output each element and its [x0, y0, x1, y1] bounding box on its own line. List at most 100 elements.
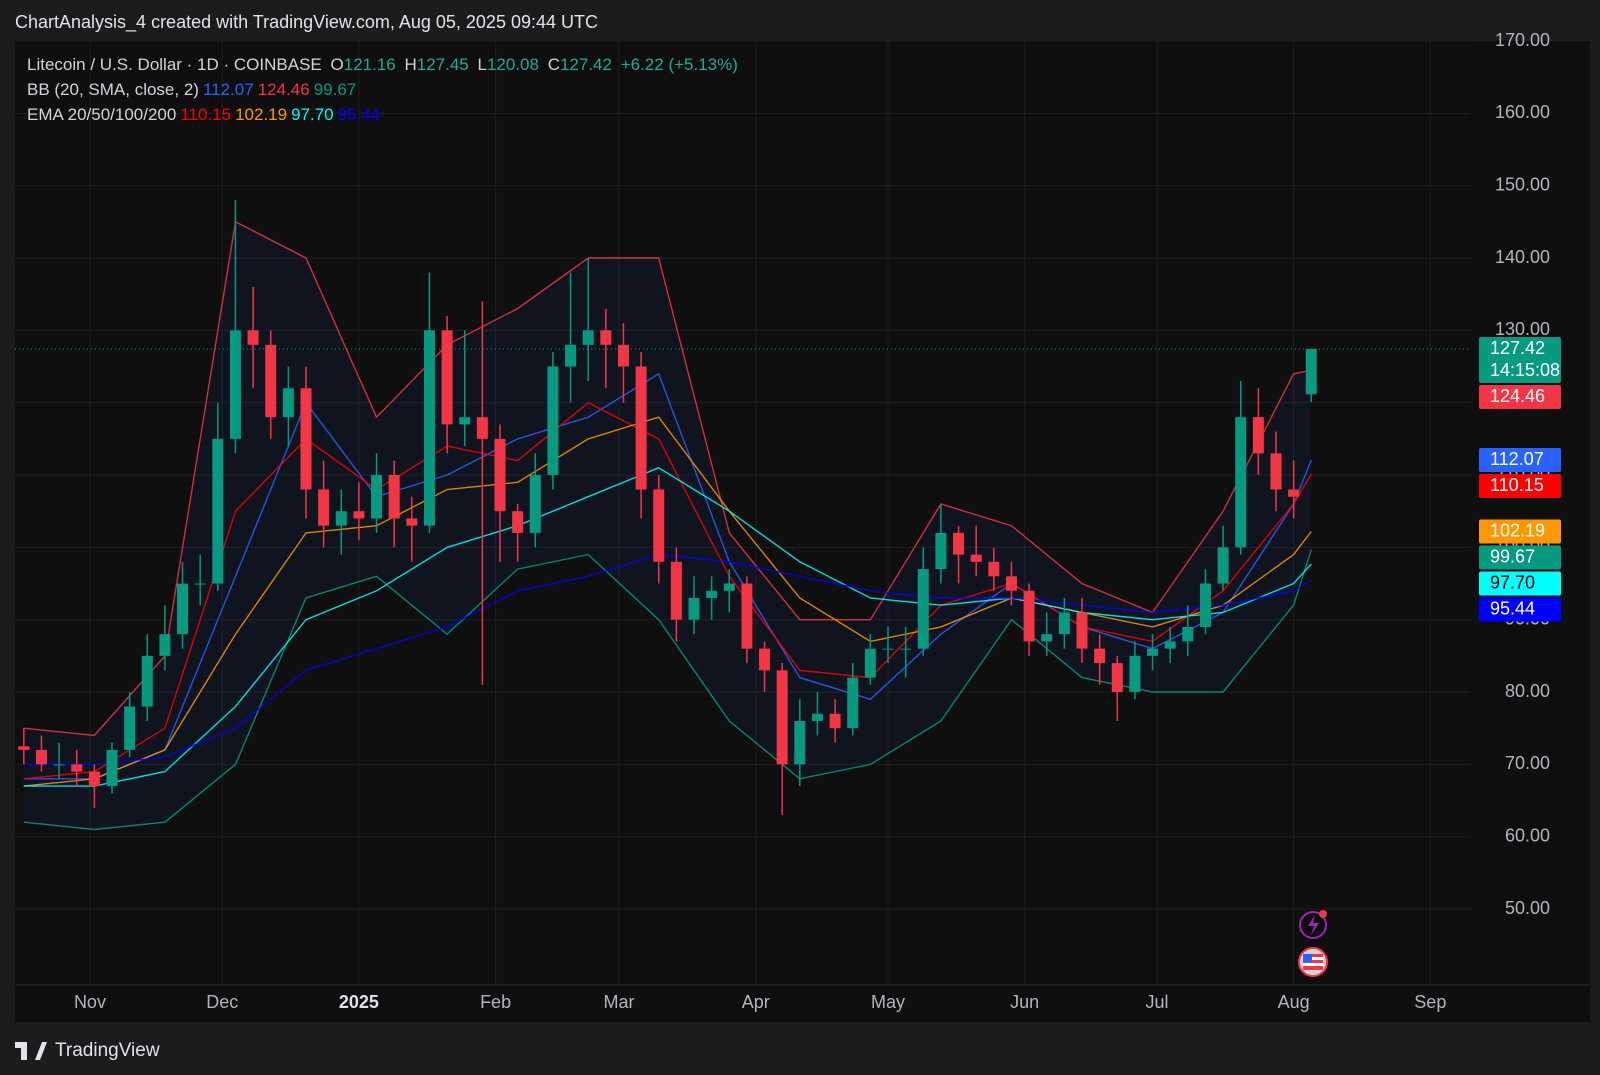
ohlc-value: 127.42	[559, 55, 612, 74]
indicator-value: 102.19	[235, 105, 288, 124]
candle-body	[565, 344, 577, 367]
candle-body	[1305, 349, 1317, 395]
price-badge	[1479, 337, 1561, 384]
candle-body	[970, 554, 982, 562]
footer: TradingView	[15, 1040, 160, 1062]
candle-body	[864, 648, 876, 678]
candle-body	[441, 330, 453, 425]
candle-body	[617, 344, 629, 367]
indicator-value: 112.07	[202, 80, 254, 99]
candle-body	[847, 677, 859, 729]
price-badge	[1479, 545, 1561, 570]
candle-body	[1288, 489, 1300, 497]
indicator-label: BB (20, SMA, close, 2)	[27, 80, 199, 99]
candle-body	[1164, 641, 1176, 649]
attribution: ChartAnalysis_4 created with TradingView…	[15, 12, 598, 32]
event-icons[interactable]	[1298, 910, 1328, 977]
candle-body	[953, 532, 965, 555]
price-badge	[1479, 474, 1561, 499]
candle-body	[300, 388, 312, 490]
candle-body	[794, 720, 806, 765]
price-badge-label: 127.42	[1490, 338, 1545, 358]
candle-body	[229, 330, 241, 439]
price-badge-label: 99.67	[1490, 546, 1535, 566]
candle-body	[1147, 648, 1159, 656]
candle-body	[670, 561, 682, 620]
indicator-line	[23, 553, 1312, 766]
candle-body	[124, 706, 136, 750]
candle-body	[829, 713, 841, 729]
indicator-line	[23, 372, 1312, 780]
lightning	[1308, 915, 1319, 935]
indicator-row: EMA 20/50/100/200 110.15 102.19 97.70 95.44	[27, 102, 742, 127]
indicator-line	[23, 467, 1312, 787]
time-axis	[15, 985, 1590, 1022]
indicator-line	[23, 220, 1312, 737]
candle-body	[723, 583, 735, 591]
event-icon[interactable]	[1299, 911, 1327, 939]
indicator-row: BB (20, SMA, close, 2) 112.07 124.46 99.67	[27, 77, 742, 102]
candle-body	[177, 583, 189, 635]
axes: 50.0060.0070.0080.0090.00100.00110.00120…	[74, 30, 1561, 1012]
price-badge	[1479, 519, 1561, 544]
flag-canton	[1303, 954, 1312, 962]
candle-body	[688, 597, 700, 620]
brand-logo	[15, 1042, 47, 1060]
price-badge-label: 124.46	[1490, 386, 1545, 406]
indicator-value: 110.15	[180, 105, 232, 124]
candle-body	[194, 583, 206, 585]
indicator-line	[23, 416, 1312, 787]
candle-body	[776, 670, 788, 765]
indicator-label: EMA 20/50/100/200	[27, 105, 177, 124]
x-tick-label: Feb	[480, 992, 511, 1012]
y-tick-label: 60.00	[1505, 825, 1550, 845]
candle-body	[476, 417, 488, 439]
ohlc-letter: O	[330, 55, 344, 74]
candle-body	[1182, 626, 1194, 642]
indicator-value: 99.67	[313, 80, 357, 99]
candle-body	[335, 511, 347, 526]
indicator-line	[23, 549, 1312, 831]
candle-body	[159, 634, 171, 656]
chart-pane	[15, 41, 1470, 985]
price-badge-label: 97.70	[1490, 572, 1535, 592]
candle-body	[318, 489, 330, 526]
candle-body	[882, 648, 894, 650]
price-badge	[1479, 448, 1561, 473]
band-fill	[23, 221, 1312, 830]
legend: Litecoin / U.S. Dollar · 1D · COINBASE O…	[27, 52, 742, 127]
notification-dot	[1319, 910, 1327, 918]
price-axis	[1470, 41, 1590, 985]
price-badge	[1479, 597, 1561, 622]
symbol-row: Litecoin / U.S. Dollar · 1D · COINBASE O…	[27, 52, 742, 77]
candle-body	[18, 746, 30, 750]
flag-stripe	[1303, 957, 1323, 960]
price-badge	[1479, 571, 1561, 596]
price-badge-label: 102.19	[1490, 520, 1545, 540]
x-tick-label: Dec	[206, 992, 238, 1012]
change: +6.22 (+5.13%)	[620, 55, 738, 74]
candle-body	[423, 330, 435, 526]
y-tick-label: 130.00	[1495, 319, 1550, 339]
candle-body	[1058, 612, 1070, 635]
candle-body	[1235, 417, 1247, 548]
countdown: 14:15:08	[1490, 360, 1560, 380]
candle-body	[1270, 453, 1282, 490]
candle-body	[1252, 417, 1264, 454]
y-tick-label: 80.00	[1505, 681, 1550, 701]
candle-body	[547, 366, 559, 476]
price-badge	[1479, 385, 1561, 410]
candle-body	[353, 511, 365, 519]
flag-stripe	[1303, 963, 1323, 966]
candle-body	[406, 518, 418, 526]
candle-body	[741, 583, 753, 649]
candle-body	[1111, 663, 1123, 693]
price-badge-label: 110.15	[1490, 475, 1544, 495]
candle-body	[212, 438, 224, 584]
candle-body	[811, 713, 823, 721]
ohlc-value: 121.16	[343, 55, 396, 74]
candle-body	[512, 511, 524, 533]
indicator-value: 97.70	[291, 105, 334, 124]
candle-body	[388, 475, 400, 519]
